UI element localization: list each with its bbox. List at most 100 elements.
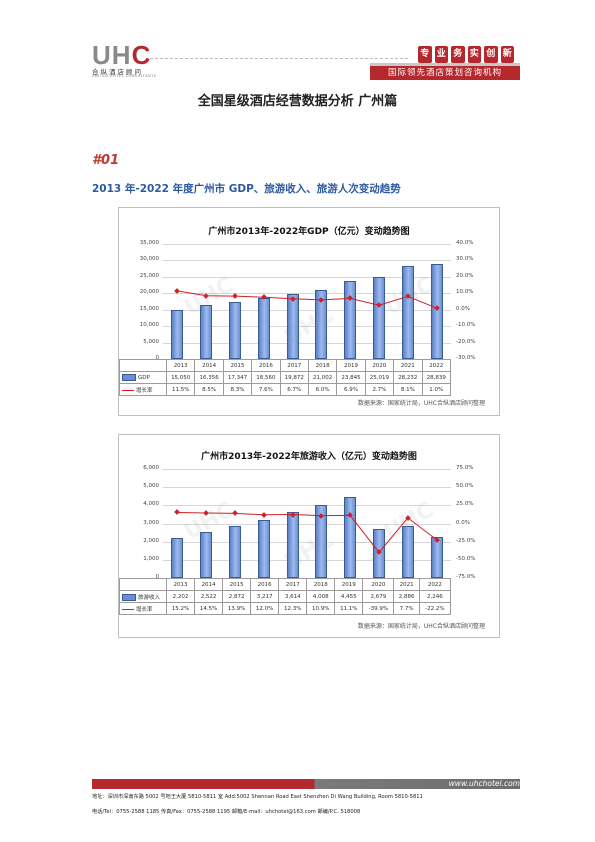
gridline	[163, 342, 451, 344]
x-tick-label: 2018	[307, 359, 338, 372]
header-banner: 国际领先酒店策划咨询机构	[370, 66, 520, 80]
x-tick-label: 2016	[251, 359, 281, 372]
data-label: 8.3%	[222, 383, 253, 396]
chart-source: 数据来源：国家统计局，UHC合纵酒店顾问整理	[357, 623, 485, 630]
x-tick-label: 2014	[194, 359, 224, 372]
footer-address: 地址：深圳市深南东路 5002 号地王大厦 5810-5811 室 Add:50…	[92, 794, 423, 800]
seal-char: 新	[500, 46, 514, 63]
y-left-tick-label: 2,000	[143, 537, 159, 544]
y-left-tick-label: 15,000	[139, 305, 159, 312]
data-label: 17,347	[222, 371, 253, 384]
data-label: 15,050	[165, 371, 196, 384]
gridline	[163, 326, 451, 328]
legend-label: 旅游收入	[138, 594, 161, 601]
y-left-tick-label: 4,000	[143, 501, 159, 508]
data-label: 2,246	[418, 590, 452, 603]
growth-value-row: 增长率 15.2% 14.5% 13.9% 12.0% 12.3% 10.9% 11.1% -3…	[119, 602, 452, 615]
bar-value-row: 旅游收入 2,202 2,522 2,872 3,217 3,614 4,008 4,455 2…	[119, 590, 452, 603]
category-row: 2013 2014 2015 2016 2017 2018 2019 2020 2021 2022	[119, 578, 452, 591]
chart-source: 数据来源：国家统计局，UHC合纵酒店顾问整理	[357, 400, 485, 407]
data-label: 2,202	[165, 590, 196, 603]
data-label: 18,560	[251, 371, 281, 384]
bar-value-row: GDP 15,050 16,356 17,347 18,560 19,872 21,002 2…	[119, 371, 452, 384]
gridline	[163, 469, 451, 470]
data-label: 19,872	[279, 371, 309, 384]
data-label: 6.7%	[279, 383, 309, 396]
gridline	[163, 309, 451, 311]
gridline	[163, 244, 451, 245]
data-table: 2013 2014 2015 2016 2017 2018 2019 2020 2021 2022…	[119, 359, 452, 396]
data-label: 1.0%	[421, 383, 452, 396]
logo-text-red: C	[131, 40, 152, 70]
bar	[401, 266, 414, 359]
legend-cell	[119, 359, 167, 372]
gdp-chart-panel: 广州市2013年-2022年GDP（亿元）变动趋势图 数据来源：国家统计局，UH…	[118, 207, 500, 416]
legend-cell	[119, 578, 167, 591]
x-tick-label: 2019	[334, 578, 364, 591]
y-left-tick-label: 5,000	[143, 483, 159, 490]
seal-char: 专	[418, 46, 432, 63]
header-seal: 专 业 务 实 创 新	[418, 46, 514, 63]
legend-bar-swatch	[122, 374, 136, 381]
data-label: 2,522	[194, 590, 224, 603]
data-label: 28,839	[421, 371, 452, 384]
data-label: 25,019	[364, 371, 395, 384]
y-left-tick-label: 0	[155, 574, 160, 580]
data-label: 14.5%	[194, 602, 224, 615]
data-label: 2,886	[393, 590, 420, 603]
bar	[171, 537, 184, 578]
data-label: -22.2%	[418, 602, 452, 615]
legend-cell: GDP	[119, 371, 167, 384]
data-label: 16,356	[194, 371, 224, 384]
gridline	[163, 260, 451, 262]
y-right-tick-label: 40.0%	[456, 240, 474, 246]
y-right-tick-label: 50.0%	[456, 483, 474, 490]
chart-title: 广州市2013年-2022年GDP（亿元）变动趋势图	[208, 227, 410, 237]
x-tick-label: 2019	[336, 359, 366, 372]
x-tick-label: 2021	[393, 578, 420, 591]
page-title: 全国星级酒店经营数据分析 广州篇	[197, 94, 398, 109]
data-label: 8.5%	[194, 383, 224, 396]
data-label: 8.1%	[393, 383, 423, 396]
data-label: 2,679	[362, 590, 395, 603]
header-grey-rule	[370, 63, 520, 66]
y-right-tick-label: 30.0%	[456, 256, 474, 263]
y-left-tick-label: 3,000	[143, 519, 159, 526]
y-right-tick-label: 0.0%	[456, 519, 470, 526]
y-left-tick-label: 1,000	[143, 555, 159, 562]
y-right-tick-label: -25.0%	[456, 537, 476, 544]
bar	[228, 302, 242, 359]
bar	[344, 280, 357, 359]
seal-char: 业	[434, 46, 448, 63]
bar	[171, 309, 184, 359]
data-label: 4,455	[334, 590, 364, 603]
bar	[257, 298, 270, 359]
footer-url[interactable]: www.uhchotel.com	[448, 779, 520, 788]
x-tick-label: 2015	[222, 578, 252, 591]
y-right-tick-label: -10.0%	[456, 322, 476, 329]
bar	[257, 519, 270, 578]
bar	[344, 497, 357, 578]
legend-cell: 增长率	[119, 602, 167, 615]
x-tick-label: 2020	[362, 578, 395, 591]
growth-point	[174, 509, 181, 516]
y-right-tick-label: 10.0%	[456, 289, 474, 296]
data-label: 7.6%	[251, 383, 281, 396]
data-label: 3,217	[250, 590, 280, 603]
legend-label: 增长率	[136, 606, 153, 613]
legend-bar-swatch	[122, 593, 136, 601]
data-label: 15.2%	[165, 602, 196, 615]
legend-label: GDP	[138, 375, 150, 381]
y-left-tick-label: 0	[155, 355, 160, 361]
y-left-tick-label: 25,000	[139, 272, 159, 279]
gridline	[163, 487, 451, 489]
x-tick-label: 2016	[250, 578, 280, 591]
x-tick-label: 2015	[222, 359, 253, 372]
data-label: 28,232	[393, 371, 423, 384]
y-right-tick-label: -75.0%	[456, 574, 476, 580]
y-left-tick-label: 20,000	[139, 289, 159, 296]
seal-char: 务	[451, 46, 465, 63]
x-tick-label: 2013	[165, 578, 196, 591]
y-right-tick-label: -50.0%	[456, 555, 476, 562]
y-left-tick-label: 30,000	[139, 256, 159, 263]
